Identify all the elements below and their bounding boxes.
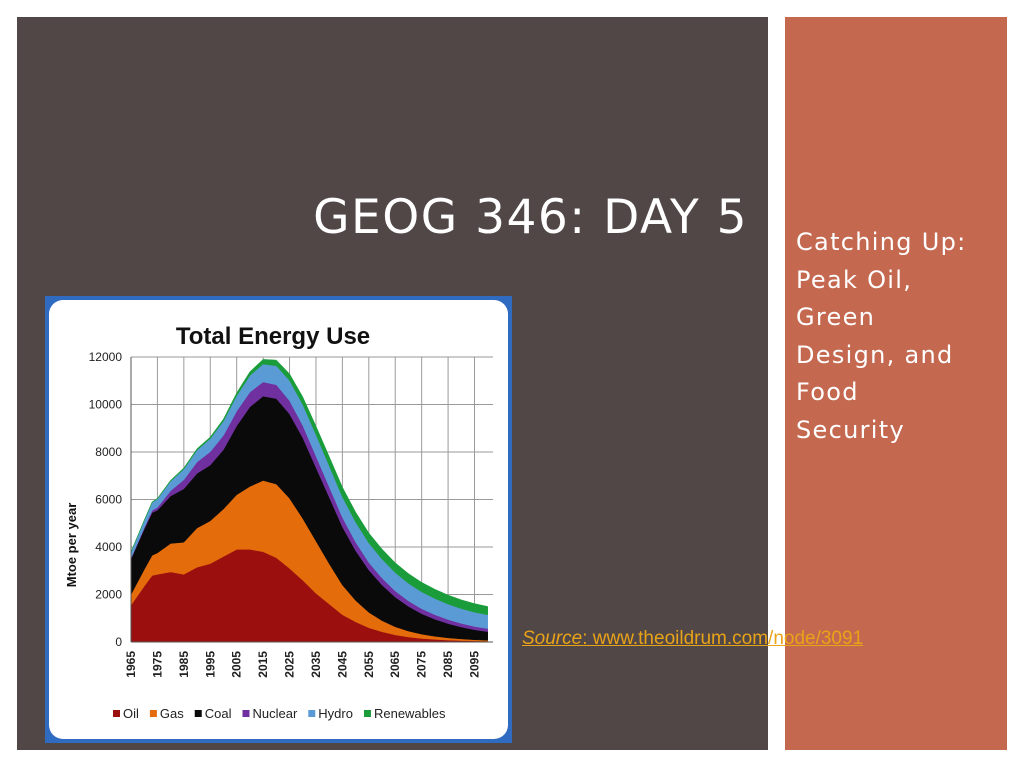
legend-swatch-renewables <box>363 710 371 717</box>
legend-label-renewables: Renewables <box>374 706 446 721</box>
x-tick-label: 2075 <box>415 651 429 678</box>
legend-label-gas: Gas <box>160 706 184 721</box>
source-label: Source <box>522 628 583 649</box>
y-tick-label: 12000 <box>89 350 123 364</box>
y-tick-label: 4000 <box>95 540 122 554</box>
legend-swatch-hydro <box>308 710 316 717</box>
x-tick-label: 2045 <box>335 651 349 678</box>
subtitle-line: Food <box>796 378 859 406</box>
source-url: : www.theoildrum.com/node/3091 <box>582 628 864 649</box>
chart-title: Total Energy Use <box>176 323 370 350</box>
subtitle-line: Catching Up: <box>796 228 967 256</box>
x-tick-label: 2065 <box>388 651 402 678</box>
y-tick-label: 6000 <box>95 493 122 507</box>
energy-chart: Total Energy Use 0 2000 4000 6000 8000 10000 1… <box>64 323 493 721</box>
slide-title: GEOG 346: DAY 5 <box>313 190 748 245</box>
legend-swatch-oil <box>113 710 120 717</box>
x-tick-label: 2095 <box>468 651 482 678</box>
legend-swatch-coal <box>194 710 202 717</box>
area-renewables <box>130 359 488 616</box>
x-tick-label: 2035 <box>309 651 323 678</box>
x-tick-label: 2055 <box>362 651 376 678</box>
y-tick-label: 8000 <box>95 445 122 459</box>
y-tick-label: 2000 <box>95 588 122 602</box>
x-tick-label: 2025 <box>283 651 297 678</box>
legend-swatch-gas <box>149 710 157 717</box>
y-axis-label: Mtoe per year <box>64 503 79 588</box>
x-tick-label: 1965 <box>124 651 138 678</box>
legend-swatch-nuclear <box>242 710 250 717</box>
legend-label-hydro: Hydro <box>318 706 353 721</box>
subtitle-line: Peak Oil, <box>796 265 913 294</box>
y-tick-label: 0 <box>115 635 122 649</box>
y-tick-label: 10000 <box>89 398 123 412</box>
legend-label-coal: Coal <box>205 706 232 721</box>
chart-image: Total Energy Use 0 2000 4000 6000 8000 10000 1… <box>49 300 508 739</box>
legend-label-oil: Oil <box>123 706 139 721</box>
source-link[interactable]: Source: www.theoildrum.com/node/3091 <box>522 628 863 650</box>
x-tick-label: 1975 <box>150 651 164 678</box>
subtitle-line: Security <box>796 415 905 444</box>
legend-label-nuclear: Nuclear <box>252 706 297 721</box>
x-tick-label: 2085 <box>441 651 455 678</box>
subtitle-panel <box>785 17 1007 750</box>
x-tick-label: 1985 <box>177 651 191 678</box>
x-tick-label: 1995 <box>203 651 217 678</box>
slide-subtitle: Catching Up: Peak Oil, Green Design, and… <box>796 224 1001 449</box>
subtitle-line: Design, and <box>796 340 954 369</box>
chart-image-frame: Total Energy Use 0 2000 4000 6000 8000 10000 1… <box>45 296 512 743</box>
x-tick-label: 2015 <box>256 651 270 678</box>
x-tick-label: 2005 <box>230 651 244 678</box>
subtitle-line: Green <box>796 303 876 331</box>
